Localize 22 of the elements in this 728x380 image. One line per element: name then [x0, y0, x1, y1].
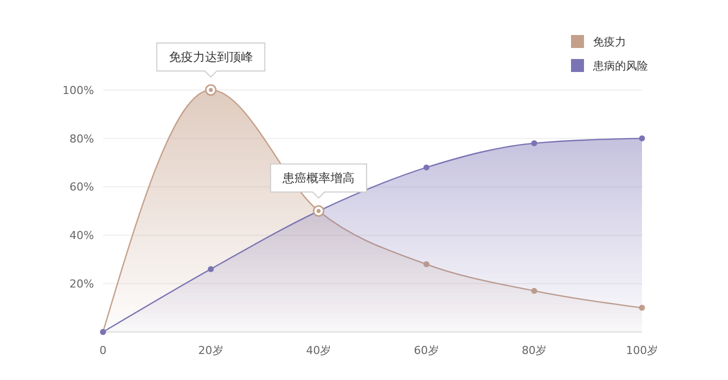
x-tick-label: 0 [100, 344, 106, 357]
y-tick-label: 100% [62, 84, 94, 97]
x-tick-label: 100岁 [626, 344, 658, 357]
y-tick-label: 20% [70, 277, 94, 290]
y-tick-label: 40% [70, 229, 94, 242]
point [208, 266, 214, 272]
x-tick-label: 40岁 [306, 344, 332, 357]
point [531, 140, 538, 146]
annotation: 患癌概率增高 [282, 171, 355, 185]
point [423, 261, 430, 268]
y-tick-label: 80% [70, 132, 94, 146]
annotation: 免疫力达到顶峰 [168, 50, 253, 64]
x-tick-label: 60岁 [414, 344, 439, 357]
point [639, 135, 645, 142]
x-tick-label: 20岁 [198, 344, 224, 357]
point [531, 288, 538, 294]
x-tick-label: 80岁 [522, 344, 547, 357]
y-tick-label: 60% [70, 180, 94, 194]
point [639, 304, 645, 311]
legend-label: 免疫力 [593, 36, 626, 48]
point [423, 164, 430, 170]
legend-label: 患病的风险 [592, 60, 648, 72]
